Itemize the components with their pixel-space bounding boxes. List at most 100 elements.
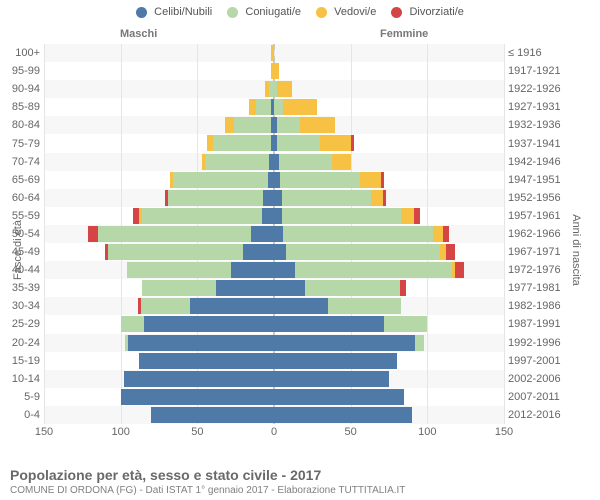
birth-label: 1977-1981 bbox=[508, 282, 600, 294]
bar-segment bbox=[274, 298, 328, 314]
bar-segment bbox=[216, 280, 274, 296]
bar-male bbox=[265, 81, 274, 97]
legend-item-divorziati: Divorziati/e bbox=[391, 6, 463, 18]
bar-segment bbox=[371, 190, 383, 206]
bar-segment bbox=[274, 244, 286, 260]
bar-segment bbox=[121, 389, 274, 405]
birth-label: 1997-2001 bbox=[508, 355, 600, 367]
x-tick-label: 100 bbox=[418, 426, 436, 438]
bar-segment bbox=[225, 117, 234, 133]
table-row: 85-891927-1931 bbox=[44, 98, 504, 116]
bar-segment bbox=[151, 407, 274, 423]
bar-segment bbox=[144, 316, 274, 332]
bar-male bbox=[207, 135, 274, 151]
bar-segment bbox=[251, 226, 274, 242]
table-row: 30-341982-1986 bbox=[44, 297, 504, 315]
bar-segment bbox=[381, 172, 384, 188]
bar-segment bbox=[213, 135, 271, 151]
bar-segment bbox=[320, 135, 351, 151]
age-label: 85-89 bbox=[0, 101, 40, 113]
bar-segment bbox=[139, 353, 274, 369]
age-label: 60-64 bbox=[0, 192, 40, 204]
birth-label: 2002-2006 bbox=[508, 373, 600, 385]
bar-segment bbox=[280, 172, 360, 188]
bar-male bbox=[139, 353, 274, 369]
table-row: 5-92007-2011 bbox=[44, 388, 504, 406]
table-row: 95-991917-1921 bbox=[44, 62, 504, 80]
birth-label: 2007-2011 bbox=[508, 391, 600, 403]
birth-label: 1942-1946 bbox=[508, 156, 600, 168]
x-tick-label: 50 bbox=[191, 426, 203, 438]
table-row: 35-391977-1981 bbox=[44, 279, 504, 297]
bar-female bbox=[274, 190, 386, 206]
bar-male bbox=[142, 280, 274, 296]
table-row: 40-441972-1976 bbox=[44, 261, 504, 279]
bar-male bbox=[105, 244, 274, 260]
age-label: 75-79 bbox=[0, 138, 40, 150]
birth-label: 1972-1976 bbox=[508, 264, 600, 276]
bar-male bbox=[88, 226, 274, 242]
bar-segment bbox=[124, 371, 274, 387]
bar-segment bbox=[295, 262, 451, 278]
age-label: 20-24 bbox=[0, 337, 40, 349]
bar-segment bbox=[263, 190, 274, 206]
bar-male bbox=[138, 298, 274, 314]
chart-title: Popolazione per età, sesso e stato civil… bbox=[10, 467, 590, 483]
bar-female bbox=[274, 280, 406, 296]
birth-label: 1947-1951 bbox=[508, 174, 600, 186]
bar-segment bbox=[142, 208, 262, 224]
bar-female bbox=[274, 226, 449, 242]
legend-swatch bbox=[391, 7, 402, 18]
bar-female bbox=[274, 117, 335, 133]
chart-footer: Popolazione per età, sesso e stato civil… bbox=[10, 467, 590, 496]
bar-segment bbox=[274, 335, 415, 351]
bar-segment bbox=[274, 353, 397, 369]
bar-segment bbox=[274, 63, 279, 79]
bar-segment bbox=[274, 316, 384, 332]
bar-female bbox=[274, 389, 404, 405]
header-male: Maschi bbox=[120, 28, 157, 40]
legend-swatch bbox=[316, 7, 327, 18]
age-label: 25-29 bbox=[0, 318, 40, 330]
x-tick-label: 150 bbox=[495, 426, 513, 438]
age-label: 45-49 bbox=[0, 246, 40, 258]
age-label: 90-94 bbox=[0, 83, 40, 95]
bar-female bbox=[274, 208, 420, 224]
x-tick-label: 50 bbox=[345, 426, 357, 438]
birth-label: 1937-1941 bbox=[508, 138, 600, 150]
bar-segment bbox=[277, 81, 292, 97]
table-row: 25-291987-1991 bbox=[44, 315, 504, 333]
x-tick-label: 150 bbox=[35, 426, 53, 438]
bar-segment bbox=[128, 335, 274, 351]
age-label: 40-44 bbox=[0, 264, 40, 276]
age-label: 0-4 bbox=[0, 409, 40, 421]
bar-segment bbox=[141, 298, 190, 314]
bar-segment bbox=[274, 280, 305, 296]
bar-segment bbox=[328, 298, 402, 314]
legend-item-celibi: Celibi/Nubili bbox=[136, 6, 212, 18]
birth-label: 1952-1956 bbox=[508, 192, 600, 204]
birth-label: 1932-1936 bbox=[508, 119, 600, 131]
bar-segment bbox=[173, 172, 268, 188]
bar-segment bbox=[400, 280, 406, 296]
table-row: 65-691947-1951 bbox=[44, 171, 504, 189]
bar-segment bbox=[433, 226, 442, 242]
bar-segment bbox=[168, 190, 263, 206]
bar-male bbox=[271, 45, 274, 61]
table-row: 20-241992-1996 bbox=[44, 334, 504, 352]
bar-segment bbox=[274, 407, 412, 423]
bar-segment bbox=[274, 99, 283, 115]
age-label: 65-69 bbox=[0, 174, 40, 186]
bar-female bbox=[274, 335, 424, 351]
bar-female bbox=[274, 371, 389, 387]
header-female: Femmine bbox=[380, 28, 428, 40]
x-axis: 15010050050100150 bbox=[44, 424, 504, 442]
bar-segment bbox=[283, 226, 433, 242]
bar-male bbox=[125, 335, 274, 351]
bar-segment bbox=[256, 99, 271, 115]
bar-female bbox=[274, 154, 351, 170]
bar-segment bbox=[279, 154, 333, 170]
age-label: 80-84 bbox=[0, 119, 40, 131]
table-row: 55-591957-1961 bbox=[44, 207, 504, 225]
age-label: 95-99 bbox=[0, 65, 40, 77]
